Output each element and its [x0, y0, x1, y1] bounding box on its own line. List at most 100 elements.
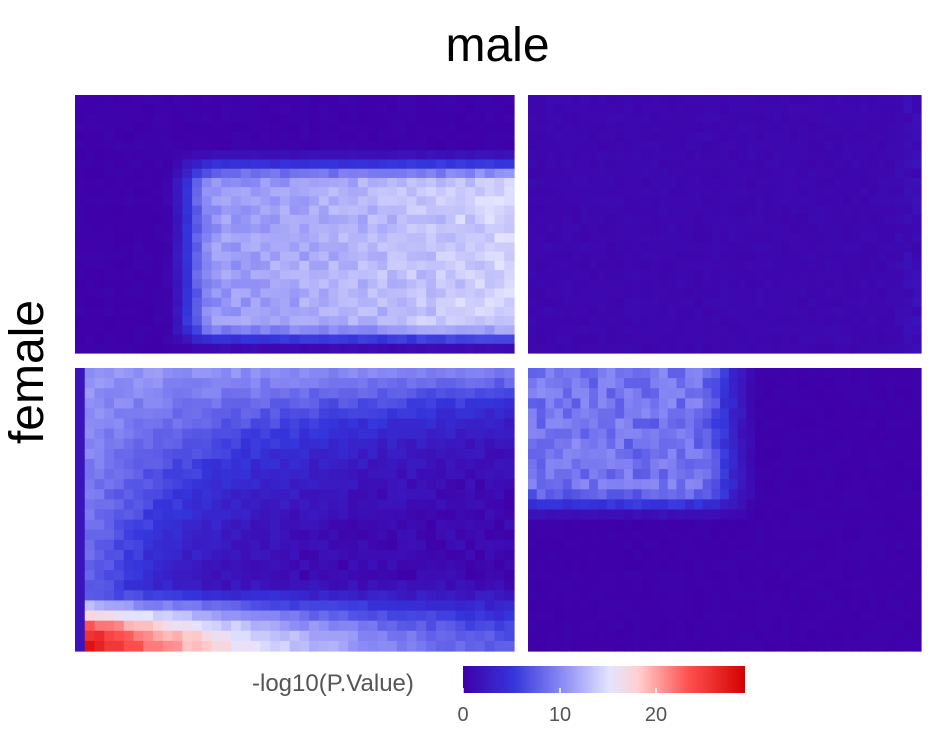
- heatmap-cell: [289, 590, 300, 602]
- heatmap-cell: [912, 141, 922, 151]
- heatmap-cell: [580, 438, 590, 450]
- heatmap-cell: [650, 233, 660, 244]
- heatmap-cell: [377, 224, 388, 234]
- heatmap-cell: [406, 630, 418, 642]
- heatmap-cell: [659, 378, 669, 389]
- heatmap-cell: [279, 288, 291, 299]
- heatmap-cell: [772, 590, 782, 602]
- heatmap-cell: [859, 620, 870, 632]
- heatmap-cell: [894, 398, 905, 410]
- heatmap-cell: [720, 131, 730, 142]
- heatmap-cell: [859, 95, 870, 105]
- heatmap-cell: [641, 469, 651, 480]
- heatmap-cell: [260, 316, 271, 326]
- heatmap-cell: [338, 316, 349, 326]
- heatmap-cell: [833, 368, 843, 379]
- heatmap-cell: [851, 509, 861, 521]
- heatmap-cell: [693, 168, 704, 179]
- heatmap-cell: [737, 113, 747, 124]
- heatmap-cell: [338, 610, 349, 622]
- heatmap-cell: [842, 549, 852, 561]
- heatmap-cell: [868, 489, 878, 500]
- heatmap-cell: [114, 519, 125, 531]
- heatmap-cell: [289, 580, 300, 591]
- heatmap-cell: [562, 428, 573, 440]
- heatmap-cell: [824, 448, 835, 460]
- heatmap-cell: [868, 279, 878, 290]
- heatmap-cell: [886, 150, 896, 161]
- heatmap-cell: [416, 279, 427, 290]
- heatmap-cell: [554, 224, 564, 234]
- heatmap-cell: [455, 270, 466, 280]
- heatmap-cell: [279, 334, 291, 345]
- heatmap-cell: [445, 640, 457, 652]
- heatmap-cell: [641, 150, 651, 161]
- heatmap-cell: [445, 388, 457, 399]
- heatmap-cell: [172, 489, 183, 500]
- heatmap-cell: [571, 297, 581, 308]
- heatmap-cell: [711, 214, 721, 225]
- heatmap-cell: [182, 260, 193, 271]
- heatmap-cell: [842, 224, 852, 234]
- heatmap-cell: [589, 187, 599, 197]
- heatmap-cell: [702, 590, 712, 602]
- heatmap-cell: [182, 428, 193, 440]
- heatmap-cell: [348, 168, 359, 179]
- heatmap-cell: [851, 489, 861, 500]
- heatmap-cell: [571, 549, 581, 561]
- heatmap-cell: [484, 196, 496, 207]
- heatmap-cell: [426, 141, 437, 151]
- heatmap-cell: [445, 288, 457, 299]
- heatmap-cell: [580, 368, 590, 379]
- heatmap-cell: [790, 177, 800, 188]
- heatmap-cell: [851, 141, 861, 151]
- heatmap-cell: [240, 177, 252, 188]
- heatmap-cell: [545, 233, 555, 244]
- heatmap-cell: [755, 306, 765, 317]
- heatmap-cell: [484, 499, 496, 511]
- heatmap-cell: [406, 325, 418, 336]
- heatmap-cell: [528, 168, 538, 179]
- heatmap-cell: [318, 549, 330, 561]
- heatmap-cell: [123, 214, 135, 225]
- heatmap-cell: [104, 590, 115, 602]
- heatmap-cell: [746, 610, 756, 622]
- heatmap-cell: [554, 251, 564, 262]
- heatmap-cell: [114, 438, 125, 450]
- heatmap-cell: [781, 141, 791, 151]
- heatmap-cell: [597, 469, 608, 480]
- heatmap-cell: [494, 141, 505, 151]
- heatmap-cell: [798, 224, 809, 234]
- heatmap-cell: [357, 378, 369, 389]
- heatmap-cell: [114, 260, 125, 271]
- heatmap-cell: [318, 529, 330, 541]
- heatmap-cell: [270, 279, 281, 290]
- heatmap-cell: [426, 270, 437, 280]
- heatmap-cell: [192, 549, 203, 561]
- heatmap-cell: [143, 448, 154, 460]
- heatmap-cell: [772, 499, 782, 511]
- heatmap-cell: [240, 270, 252, 280]
- heatmap-cell: [711, 104, 721, 115]
- heatmap-cell: [270, 177, 281, 188]
- heatmap-cell: [328, 610, 339, 622]
- heatmap-cell: [833, 95, 843, 105]
- heatmap-cell: [728, 479, 739, 490]
- heatmap-cell: [693, 539, 704, 551]
- heatmap-cell: [162, 580, 174, 591]
- heatmap-cell: [877, 279, 887, 290]
- heatmap-cell: [824, 224, 835, 234]
- heatmap-cell: [279, 610, 291, 622]
- heatmap-cell: [641, 233, 651, 244]
- heatmap-cell: [728, 334, 739, 345]
- heatmap-cell: [632, 398, 643, 410]
- heatmap-cell: [143, 590, 154, 602]
- heatmap-cell: [624, 242, 634, 253]
- heatmap-cell: [912, 325, 922, 336]
- heatmap-cell: [201, 316, 213, 326]
- heatmap-cell: [702, 560, 712, 571]
- heatmap-cell: [328, 251, 339, 262]
- heatmap-cell: [94, 334, 105, 345]
- heatmap-cell: [260, 224, 271, 234]
- heatmap-cell: [172, 418, 183, 430]
